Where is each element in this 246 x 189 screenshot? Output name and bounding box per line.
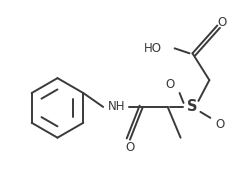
Text: O: O xyxy=(216,118,225,131)
Text: NH: NH xyxy=(108,100,126,113)
Text: S: S xyxy=(187,99,198,114)
Text: O: O xyxy=(165,77,174,91)
Text: HO: HO xyxy=(144,42,162,55)
Text: O: O xyxy=(218,16,227,29)
Text: O: O xyxy=(125,141,135,154)
